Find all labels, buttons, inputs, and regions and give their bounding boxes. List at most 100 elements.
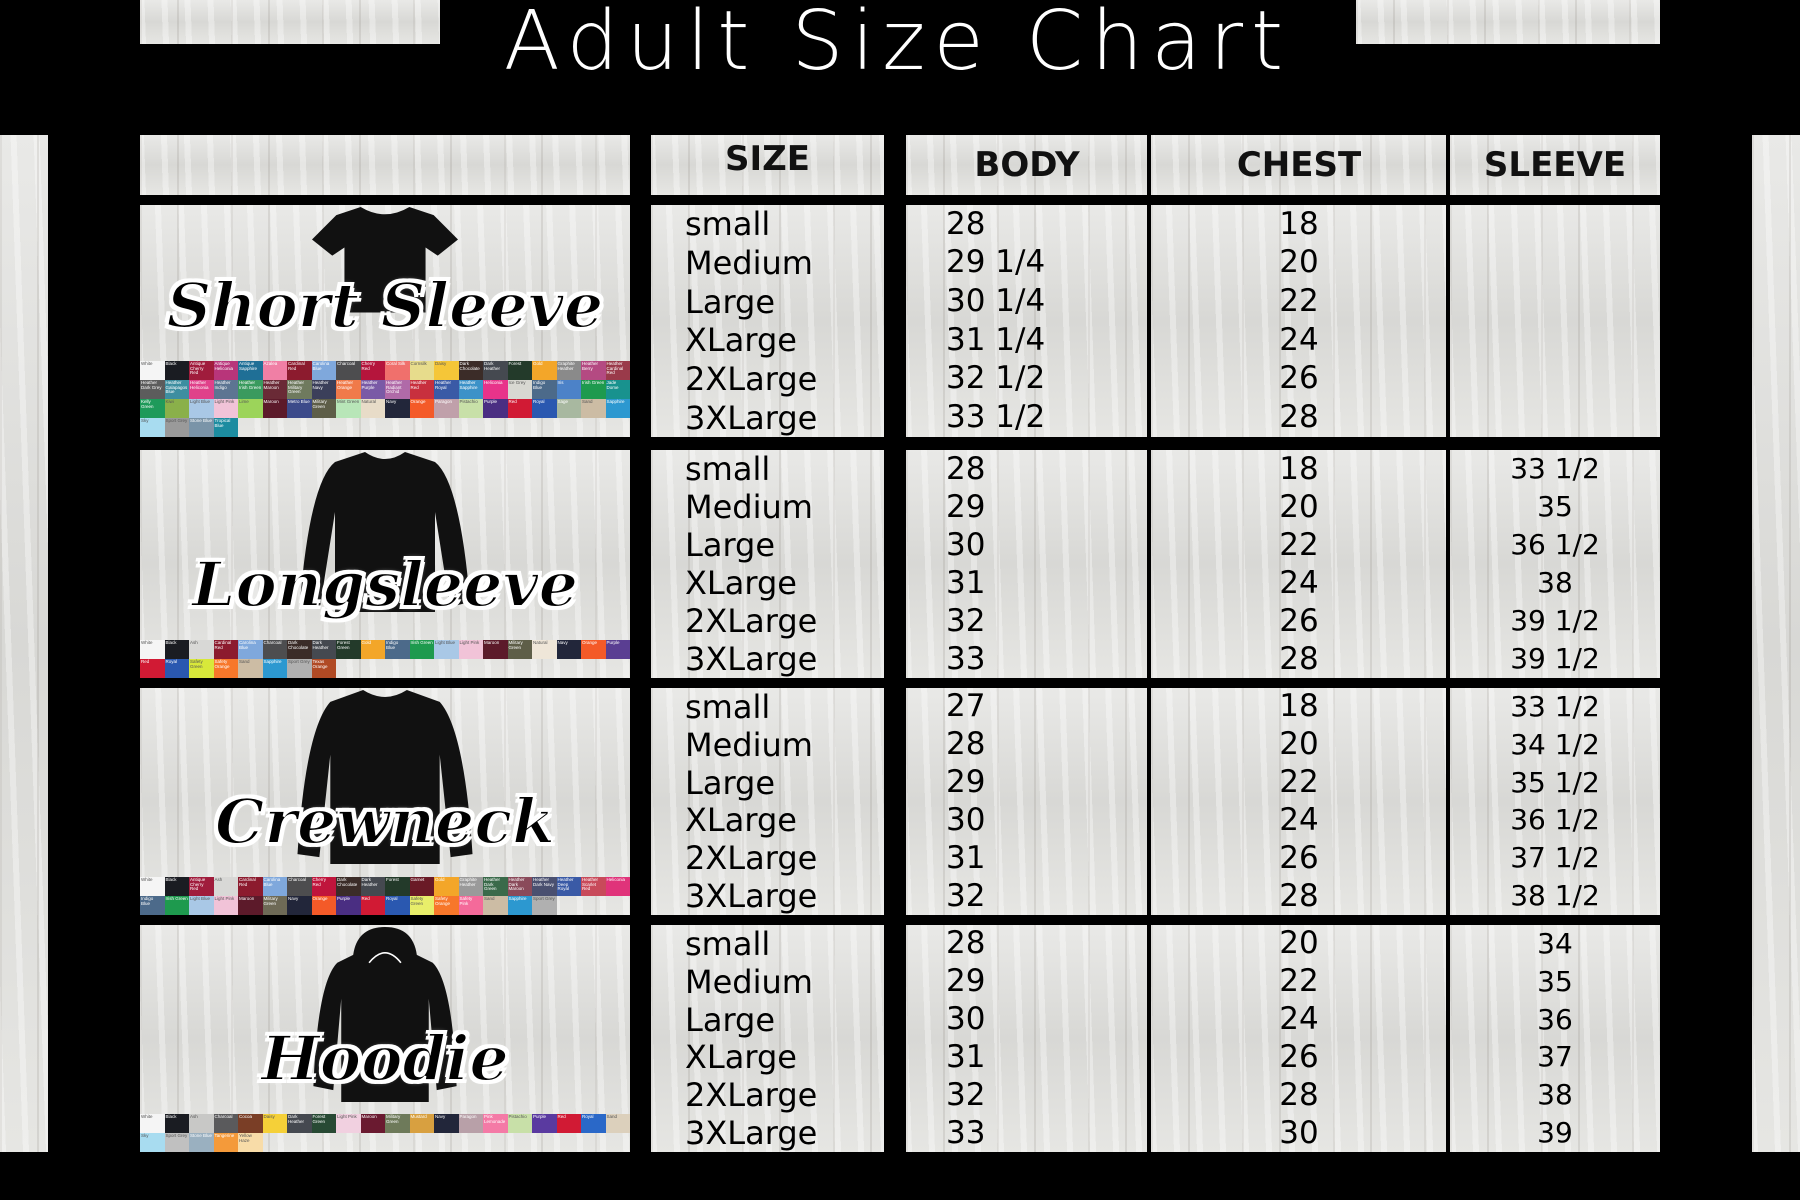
- color-swatch[interactable]: Maroon: [262, 399, 287, 418]
- color-swatch[interactable]: Heather Dark Green: [483, 877, 508, 896]
- color-swatch[interactable]: Heliconia: [605, 877, 630, 896]
- color-swatch[interactable]: Antique Cherry Red: [189, 361, 214, 380]
- color-swatch[interactable]: Stone Blue: [189, 1133, 214, 1152]
- color-swatch[interactable]: Light Blue: [434, 640, 459, 659]
- color-swatch[interactable]: Antique Sapphire: [238, 361, 263, 380]
- color-swatch[interactable]: White: [140, 640, 165, 659]
- color-swatch[interactable]: Red: [556, 1114, 581, 1133]
- color-swatch[interactable]: Purple: [336, 896, 361, 915]
- color-swatch[interactable]: Heather Dark Navy: [532, 877, 557, 896]
- color-swatch[interactable]: Garnet: [409, 877, 434, 896]
- color-swatch[interactable]: Coral Silk: [385, 361, 410, 380]
- color-swatch[interactable]: Forest Green: [311, 1114, 336, 1133]
- color-swatch[interactable]: Navy: [385, 399, 410, 418]
- color-swatch[interactable]: Charcoal: [336, 361, 361, 380]
- color-swatch[interactable]: Black: [164, 361, 189, 380]
- color-swatch[interactable]: Royal: [385, 896, 410, 915]
- color-swatch[interactable]: Heather Purple: [360, 380, 385, 399]
- color-swatch[interactable]: Ice Grey: [507, 380, 532, 399]
- color-swatch[interactable]: Yellow Haze: [238, 1133, 263, 1152]
- color-swatch[interactable]: Dark Chocolate: [458, 361, 483, 380]
- color-swatch[interactable]: Tropical Blue: [213, 418, 238, 437]
- color-swatch[interactable]: Light Blue: [189, 896, 214, 915]
- color-swatch[interactable]: Safety Orange: [434, 896, 459, 915]
- color-swatch[interactable]: Red: [507, 399, 532, 418]
- color-swatch[interactable]: Dark Heather: [287, 1114, 312, 1133]
- color-swatch[interactable]: Irish Green: [581, 380, 606, 399]
- color-swatch[interactable]: Metro Blue: [287, 399, 312, 418]
- color-swatch[interactable]: Navy: [434, 1114, 459, 1133]
- color-swatch[interactable]: Heather Heliconia: [189, 380, 214, 399]
- color-swatch[interactable]: Cardinal Red: [213, 640, 238, 659]
- color-swatch[interactable]: Light Blue: [189, 399, 214, 418]
- color-swatch[interactable]: Safety Pink: [458, 896, 483, 915]
- color-swatch[interactable]: Forest Green: [336, 640, 361, 659]
- color-swatch[interactable]: Maroon: [238, 896, 263, 915]
- color-swatch[interactable]: Black: [164, 640, 189, 659]
- color-swatch[interactable]: Graphite Heather: [556, 361, 581, 380]
- color-swatch[interactable]: Black: [164, 1114, 189, 1133]
- color-swatch[interactable]: Navy: [287, 896, 312, 915]
- color-swatch[interactable]: Heather Galapagos Blue: [164, 380, 189, 399]
- color-swatch[interactable]: Royal: [581, 1114, 606, 1133]
- color-swatch[interactable]: Mustard: [409, 1114, 434, 1133]
- color-swatch[interactable]: Sage: [556, 399, 581, 418]
- color-swatch[interactable]: Lime: [238, 399, 263, 418]
- color-swatch[interactable]: Heather Orange: [336, 380, 361, 399]
- color-swatch[interactable]: Light Pink: [336, 1114, 361, 1133]
- color-swatch[interactable]: Safety Green: [409, 896, 434, 915]
- color-swatch[interactable]: Gold: [360, 640, 385, 659]
- color-swatch[interactable]: Sand: [483, 896, 508, 915]
- color-swatch[interactable]: Irish Green: [164, 896, 189, 915]
- color-swatch[interactable]: Gold: [532, 361, 557, 380]
- color-swatch[interactable]: Cherry Red: [360, 361, 385, 380]
- color-swatch[interactable]: Paragon: [458, 1114, 483, 1133]
- color-swatch[interactable]: Heather Dark Grey: [140, 380, 165, 399]
- color-swatch[interactable]: Sport Grey: [287, 659, 312, 678]
- color-swatch[interactable]: Gold: [434, 877, 459, 896]
- color-swatch[interactable]: Heather Dark Maroon: [507, 877, 532, 896]
- color-swatch[interactable]: Sapphire: [605, 399, 630, 418]
- color-swatch[interactable]: Antique Heliconia: [213, 361, 238, 380]
- color-swatch[interactable]: Sand: [581, 399, 606, 418]
- color-swatch[interactable]: Sport Grey: [164, 418, 189, 437]
- color-swatch[interactable]: Sport Grey: [164, 1133, 189, 1152]
- color-swatch[interactable]: Military Green: [311, 399, 336, 418]
- color-swatch[interactable]: Safety Green: [189, 659, 214, 678]
- color-swatch[interactable]: Sapphire: [262, 659, 287, 678]
- color-swatch[interactable]: Iris: [556, 380, 581, 399]
- color-swatch[interactable]: Sand: [238, 659, 263, 678]
- color-swatch[interactable]: Royal: [532, 399, 557, 418]
- color-swatch[interactable]: Dark Chocolate: [287, 640, 312, 659]
- color-swatch[interactable]: Sand: [605, 1114, 630, 1133]
- color-swatch[interactable]: Heather Radiant Orchid: [385, 380, 410, 399]
- color-swatch[interactable]: Ash: [189, 640, 214, 659]
- color-swatch[interactable]: Forest: [507, 361, 532, 380]
- color-swatch[interactable]: Texas Orange: [311, 659, 336, 678]
- color-swatch[interactable]: Maroon: [360, 1114, 385, 1133]
- color-swatch[interactable]: Red: [360, 896, 385, 915]
- color-swatch[interactable]: Heather Red: [409, 380, 434, 399]
- color-swatch[interactable]: Royal: [164, 659, 189, 678]
- color-swatch[interactable]: Pink Lemonade: [483, 1114, 508, 1133]
- color-swatch[interactable]: White: [140, 1114, 165, 1133]
- color-swatch[interactable]: Sky: [140, 1133, 165, 1152]
- color-swatch[interactable]: Navy: [556, 640, 581, 659]
- color-swatch[interactable]: Jade Dome: [605, 380, 630, 399]
- color-swatch[interactable]: Kiwi: [164, 399, 189, 418]
- color-swatch[interactable]: Heliconia: [483, 380, 508, 399]
- color-swatch[interactable]: Heather Maroon: [262, 380, 287, 399]
- color-swatch[interactable]: Military Green: [507, 640, 532, 659]
- color-swatch[interactable]: Forest: [385, 877, 410, 896]
- color-swatch[interactable]: Sky: [140, 418, 165, 437]
- color-swatch[interactable]: Heather Sapphire: [458, 380, 483, 399]
- color-swatch[interactable]: Cocoa: [238, 1114, 263, 1133]
- color-swatch[interactable]: Carolina Blue: [262, 877, 287, 896]
- color-swatch[interactable]: Cherry Red: [311, 877, 336, 896]
- color-swatch[interactable]: Cornsilk: [409, 361, 434, 380]
- color-swatch[interactable]: Natural: [532, 640, 557, 659]
- color-swatch[interactable]: Military Green: [385, 1114, 410, 1133]
- color-swatch[interactable]: Irish Green: [409, 640, 434, 659]
- color-swatch[interactable]: Indigo Blue: [385, 640, 410, 659]
- color-swatch[interactable]: White: [140, 877, 165, 896]
